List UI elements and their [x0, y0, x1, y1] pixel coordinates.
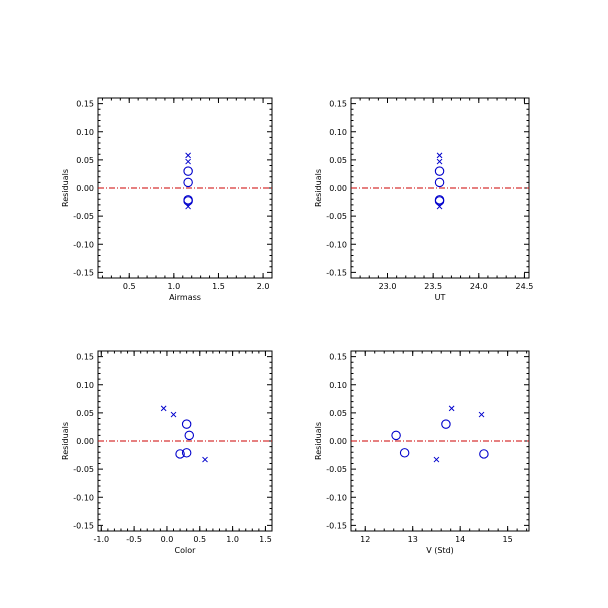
- y-tick-label: 0.00: [76, 184, 94, 193]
- x-tick-label: 15: [503, 535, 513, 544]
- y-tick-label: 0.15: [76, 100, 94, 109]
- y-tick-label: -0.15: [326, 268, 347, 277]
- color-panel: 0.15 0.10 0.05 0.00 -0.05 -0.10 -0.15 -1.0 -0.5 0…: [61, 350, 273, 555]
- data-point-x: [185, 152, 191, 159]
- y-tick-label: 0.05: [329, 156, 347, 165]
- x-stroke: [185, 203, 191, 210]
- y-tick-label: 0.05: [329, 409, 347, 418]
- y-tick-label: -0.15: [73, 268, 94, 277]
- x-stroke: [436, 203, 443, 210]
- vstd-panel: 0.15 0.10 0.05 0.00 -0.05 -0.10 -0.15 12 13 14 15 V…: [314, 350, 530, 555]
- x-tick-label: 0.5: [193, 535, 206, 544]
- x-tick-label: 0.5: [123, 282, 136, 291]
- x-tick-label: 12: [360, 535, 370, 544]
- data-point-x: [436, 158, 443, 165]
- airmass-panel: 0.15 0.10 0.05 0.00 -0.05 -0.10 -0.15 0.5 1.0 1.5…: [61, 97, 273, 302]
- x-axis-label: Airmass: [169, 293, 201, 302]
- x-tick-label: -0.5: [126, 535, 142, 544]
- data-point-x: [160, 405, 167, 412]
- x-tick-label: 24.0: [470, 282, 488, 291]
- x-tick-label: 2.0: [257, 282, 270, 291]
- x-tick-label: 24.5: [516, 282, 534, 291]
- y-tick-label: 0.15: [76, 353, 94, 362]
- data-point-circle: [183, 166, 193, 176]
- x-stroke: [478, 411, 485, 418]
- x-axis-label: Color: [175, 546, 197, 555]
- data-point-x: [170, 411, 177, 418]
- data-point-circle: [184, 430, 195, 441]
- x-tick-label: 0.0: [161, 535, 174, 544]
- x-axis-label: V (Std): [426, 546, 454, 555]
- y-tick-label: -0.10: [73, 240, 94, 249]
- data-point-circle: [479, 449, 489, 459]
- y-tick-label: 0.05: [76, 156, 94, 165]
- y-tick-label: -0.05: [73, 212, 94, 221]
- y-tick-label: 0.15: [329, 353, 347, 362]
- data-point-circle: [183, 196, 193, 206]
- data-point-circle: [434, 196, 445, 206]
- y-tick-label: -0.05: [73, 465, 94, 474]
- data-point-x: [436, 152, 443, 159]
- data-point-circle: [181, 448, 192, 458]
- y-tick-label: 0.10: [76, 128, 94, 137]
- y-tick-label: -0.15: [326, 521, 347, 530]
- y-tick-label: 0.00: [329, 184, 347, 193]
- data-point-x: [478, 411, 485, 418]
- x-stroke: [436, 152, 443, 159]
- y-tick-label: 0.10: [329, 381, 347, 390]
- x-stroke: [436, 158, 443, 165]
- y-tick-label: -0.05: [326, 465, 347, 474]
- x-tick-label: 23.5: [424, 282, 442, 291]
- ut-panel: 0.15 0.10 0.05 0.00 -0.05 -0.10 -0.15 23.0 23.5 2…: [314, 97, 534, 302]
- x-stroke: [202, 456, 208, 463]
- y-tick-label: 0.15: [329, 100, 347, 109]
- data-point-circle: [399, 448, 410, 458]
- x-stroke: [185, 158, 191, 165]
- x-axis-label: UT: [435, 293, 446, 302]
- y-tick-label: -0.10: [326, 493, 347, 502]
- y-axis-label: Residuals: [314, 422, 323, 460]
- data-point-circle: [441, 419, 451, 429]
- x-tick-label: 23.0: [379, 282, 397, 291]
- y-tick-label: 0.10: [76, 381, 94, 390]
- y-tick-label: -0.05: [326, 212, 347, 221]
- x-tick-label: 14: [455, 535, 465, 544]
- data-point-x: [433, 456, 440, 463]
- x-stroke: [160, 405, 167, 412]
- data-point-x: [202, 456, 208, 463]
- y-tick-label: 0.00: [329, 437, 347, 446]
- x-tick-label: 1.5: [212, 282, 225, 291]
- y-tick-label: -0.15: [73, 521, 94, 530]
- y-axis-label: Residuals: [314, 169, 323, 207]
- x-stroke: [448, 405, 455, 412]
- data-point-circle: [434, 166, 445, 176]
- data-point-x: [185, 158, 191, 165]
- x-tick-label: 1.5: [259, 535, 272, 544]
- x-tick-label: 1.0: [167, 282, 180, 291]
- x-tick-label: -1.0: [93, 535, 109, 544]
- data-point-x: [448, 405, 455, 412]
- data-point-circle: [391, 430, 401, 441]
- data-point-circle: [434, 177, 445, 188]
- y-tick-label: 0.10: [329, 128, 347, 137]
- x-stroke: [433, 456, 440, 463]
- data-point-x: [185, 203, 191, 210]
- data-point-circle: [175, 449, 185, 459]
- x-stroke: [170, 411, 177, 418]
- y-tick-label: 0.00: [76, 437, 94, 446]
- data-point-circle: [183, 177, 193, 188]
- data-point-x: [436, 203, 443, 210]
- x-tick-label: 1.0: [226, 535, 239, 544]
- y-tick-label: -0.10: [73, 493, 94, 502]
- y-axis-label: Residuals: [61, 422, 70, 460]
- x-stroke: [185, 152, 191, 159]
- x-tick-label: 13: [408, 535, 418, 544]
- data-point-circle: [181, 419, 192, 429]
- y-tick-label: -0.10: [326, 240, 347, 249]
- y-axis-label: Residuals: [61, 169, 70, 207]
- y-tick-label: 0.05: [76, 409, 94, 418]
